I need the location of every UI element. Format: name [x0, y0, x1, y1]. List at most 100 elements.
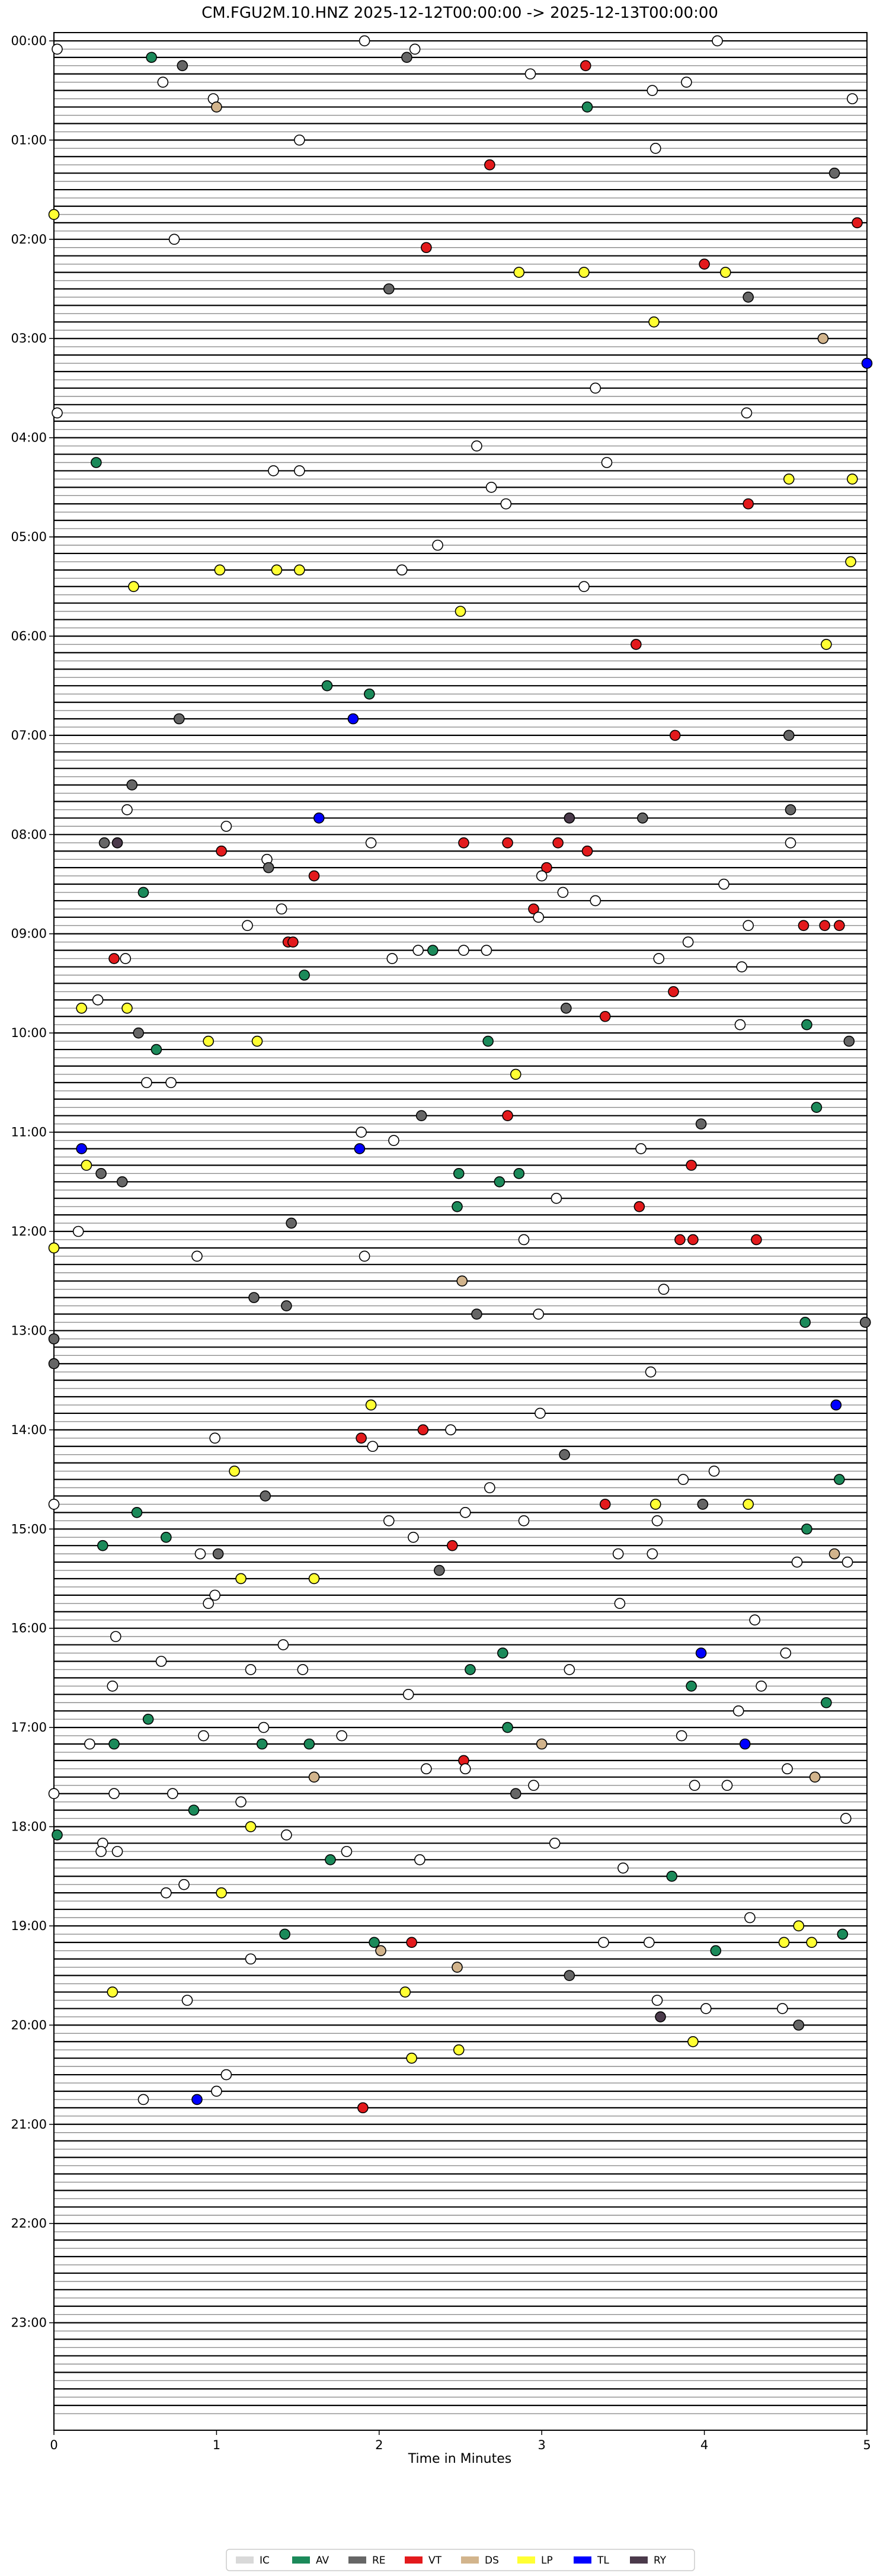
event-marker-ic: [689, 1780, 700, 1791]
event-marker-lp: [121, 1003, 133, 1014]
event-marker-av: [161, 1531, 172, 1543]
event-marker-ic: [220, 2069, 232, 2081]
event-marker-ic: [388, 1135, 399, 1146]
event-marker-av: [666, 1870, 678, 1882]
y-tick-label: 11:00: [11, 1125, 47, 1140]
event-marker-lp: [81, 1160, 92, 1171]
event-marker-ic: [644, 1937, 655, 1948]
event-marker-ic: [551, 1192, 562, 1204]
x-axis-ticks: 0 1 2 3 4 5: [50, 2430, 871, 2452]
event-marker-lp: [48, 1242, 60, 1254]
event-marker-re: [637, 812, 648, 824]
event-marker-av: [256, 1738, 268, 1750]
event-marker-ic: [533, 1308, 545, 1320]
event-marker-ic: [536, 870, 548, 882]
event-marker-lp: [128, 581, 139, 593]
event-marker-lp: [845, 556, 856, 568]
event-marker-tl: [861, 357, 873, 369]
event-marker-ds: [375, 1945, 386, 1957]
event-marker-ic: [647, 85, 658, 96]
event-marker-ic: [258, 1721, 270, 1733]
y-tick-label: 17:00: [11, 1720, 47, 1735]
event-marker-ic: [651, 1515, 663, 1527]
event-marker-lp: [406, 2052, 417, 2064]
event-marker-vt: [417, 1424, 429, 1436]
event-marker-lp: [783, 473, 795, 485]
event-marker-re: [559, 1449, 570, 1460]
event-marker-ic: [528, 1780, 539, 1791]
event-marker-ic: [718, 878, 729, 890]
event-marker-lp: [513, 267, 525, 278]
event-marker-av: [137, 887, 149, 898]
event-marker-vt: [484, 159, 495, 171]
legend-swatch-tl: [574, 2556, 591, 2564]
event-marker-lp: [578, 267, 590, 278]
y-tick-label: 04:00: [11, 431, 47, 445]
event-marker-ic: [700, 2003, 712, 2014]
y-tick-label: 01:00: [11, 133, 47, 147]
event-marker-vt: [502, 837, 513, 849]
event-marker-ic: [578, 581, 590, 593]
event-marker-re: [785, 804, 796, 815]
event-marker-ic: [84, 1738, 95, 1750]
event-marker-re: [697, 1499, 709, 1510]
event-marker-vt: [687, 1234, 699, 1246]
event-marker-lp: [453, 2044, 465, 2056]
event-marker-ic: [736, 961, 748, 972]
event-marker-ic: [120, 953, 132, 964]
event-marker-ic: [651, 1995, 663, 2006]
event-marker-av: [299, 969, 310, 981]
event-marker-av: [427, 945, 439, 956]
event-marker-ic: [95, 1846, 107, 1857]
event-marker-re: [48, 1358, 60, 1369]
event-marker-lp: [719, 267, 731, 278]
legend-swatch-ds: [461, 2556, 479, 2564]
event-marker-re: [116, 1176, 128, 1188]
event-marker-vt: [819, 920, 830, 932]
event-marker-ic: [676, 1730, 687, 1742]
event-marker-av: [97, 1540, 108, 1551]
event-marker-ry: [111, 837, 123, 849]
event-marker-vt: [674, 1234, 686, 1246]
event-marker-ic: [734, 1019, 746, 1031]
legend-swatch-av: [292, 2556, 310, 2564]
x-tick-label: 2: [375, 2438, 383, 2452]
event-marker-re: [286, 1217, 297, 1229]
event-marker-ic: [601, 457, 613, 468]
event-marker-ic: [785, 837, 796, 849]
event-marker-ic: [533, 911, 545, 923]
event-marker-ds: [456, 1275, 468, 1287]
event-marker-ic: [485, 482, 497, 493]
event-marker-ic: [137, 2094, 149, 2105]
event-marker-ic: [110, 1631, 121, 1642]
event-marker-ic: [677, 1474, 689, 1485]
event-marker-re: [401, 52, 412, 63]
event-marker-ic: [682, 936, 694, 948]
event-marker-ic: [178, 1879, 190, 1890]
event-marker-ic: [749, 1614, 760, 1626]
event-marker-ic: [645, 1366, 657, 1378]
event-marker-lp: [821, 639, 832, 650]
y-tick-label: 15:00: [11, 1522, 47, 1536]
event-marker-ic: [847, 93, 858, 104]
y-tick-label: 07:00: [11, 728, 47, 743]
event-marker-lp: [847, 473, 858, 485]
event-marker-ic: [612, 1548, 624, 1560]
event-marker-re: [471, 1308, 482, 1320]
event-marker-ic: [653, 953, 665, 964]
event-marker-re: [260, 1490, 271, 1502]
event-marker-vt: [308, 870, 320, 882]
event-marker-re: [95, 1168, 107, 1179]
x-tick-label: 5: [863, 2438, 871, 2452]
event-marker-vt: [446, 1540, 458, 1551]
event-marker-av: [369, 1937, 380, 1948]
legend-swatch-vt: [405, 2556, 423, 2564]
x-axis-label: Time in Minutes: [408, 2452, 512, 2466]
legend-swatch-lp: [517, 2556, 535, 2564]
event-marker-ic: [168, 233, 180, 245]
event-marker-av: [837, 1928, 849, 1940]
event-marker-lp: [48, 209, 60, 220]
event-marker-ic: [481, 945, 492, 956]
event-marker-vt: [834, 920, 845, 932]
